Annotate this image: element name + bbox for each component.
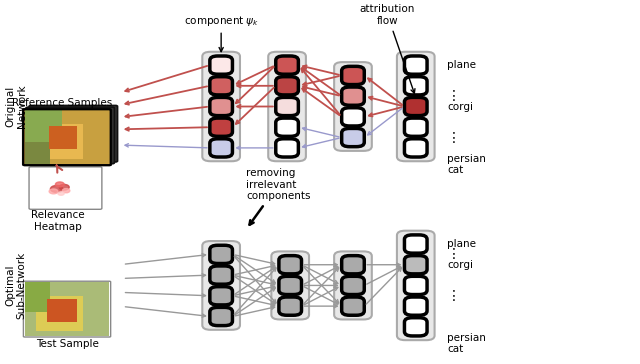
FancyBboxPatch shape [210,245,232,264]
Text: Optimal
Sub-Network: Optimal Sub-Network [5,252,27,319]
Bar [25,136,50,165]
Bar [47,300,77,322]
Text: plane: plane [447,239,476,249]
FancyBboxPatch shape [342,297,364,315]
Bar [36,124,83,159]
Text: persian
cat: persian cat [447,333,486,355]
FancyBboxPatch shape [279,297,301,315]
FancyBboxPatch shape [29,167,102,209]
FancyBboxPatch shape [404,256,427,274]
Bar [25,110,62,142]
Circle shape [49,189,58,194]
FancyBboxPatch shape [334,252,372,320]
FancyBboxPatch shape [279,256,301,274]
Text: ⋮: ⋮ [447,131,461,145]
FancyBboxPatch shape [404,235,427,253]
FancyBboxPatch shape [276,56,298,74]
FancyBboxPatch shape [210,307,232,326]
FancyBboxPatch shape [404,297,427,315]
Text: component $\psi_k$: component $\psi_k$ [184,13,259,52]
Text: Test Sample: Test Sample [36,339,99,349]
FancyBboxPatch shape [210,98,232,116]
Circle shape [58,192,64,195]
FancyBboxPatch shape [210,56,232,74]
FancyBboxPatch shape [342,108,364,126]
FancyBboxPatch shape [210,77,232,95]
Text: removing
irrelevant
components: removing irrelevant components [246,168,311,225]
FancyBboxPatch shape [26,107,115,164]
FancyBboxPatch shape [404,56,427,74]
Bar [36,296,83,331]
FancyBboxPatch shape [404,77,427,95]
FancyBboxPatch shape [334,62,372,151]
FancyBboxPatch shape [404,98,427,116]
Text: ⋮: ⋮ [447,248,461,261]
FancyBboxPatch shape [342,87,364,105]
Text: ⋮: ⋮ [447,89,461,103]
FancyBboxPatch shape [268,52,306,161]
FancyBboxPatch shape [271,252,309,320]
FancyBboxPatch shape [342,66,364,84]
FancyBboxPatch shape [404,276,427,294]
Text: Original
Network: Original Network [5,85,27,128]
Text: attribution
flow: attribution flow [360,4,415,93]
FancyBboxPatch shape [202,52,240,161]
Text: persian
cat: persian cat [447,154,486,175]
FancyBboxPatch shape [397,231,435,340]
FancyBboxPatch shape [342,276,364,294]
FancyBboxPatch shape [397,52,435,161]
Circle shape [59,185,69,190]
FancyBboxPatch shape [276,98,298,116]
FancyBboxPatch shape [210,139,232,157]
Bar [25,282,109,336]
Text: Reference Samples: Reference Samples [12,98,113,107]
FancyBboxPatch shape [202,241,240,330]
Text: plane: plane [447,60,476,70]
Bar [25,282,50,312]
FancyBboxPatch shape [210,266,232,284]
FancyBboxPatch shape [23,109,111,166]
FancyBboxPatch shape [404,118,427,136]
Circle shape [62,189,70,193]
FancyBboxPatch shape [279,276,301,294]
FancyBboxPatch shape [342,256,364,274]
Text: ⋮: ⋮ [447,289,461,303]
FancyBboxPatch shape [210,287,232,305]
Text: Relevance
Heatmap: Relevance Heatmap [31,210,84,232]
FancyBboxPatch shape [404,318,427,336]
FancyBboxPatch shape [276,77,298,95]
FancyBboxPatch shape [276,139,298,157]
Bar [49,126,77,149]
Text: corgi: corgi [447,260,473,270]
FancyBboxPatch shape [276,118,298,136]
FancyBboxPatch shape [404,139,427,157]
FancyBboxPatch shape [342,128,364,147]
Circle shape [51,185,63,193]
Bar [25,110,109,165]
Text: corgi: corgi [447,102,473,111]
FancyBboxPatch shape [29,106,118,162]
FancyBboxPatch shape [210,118,232,136]
Circle shape [56,182,64,187]
